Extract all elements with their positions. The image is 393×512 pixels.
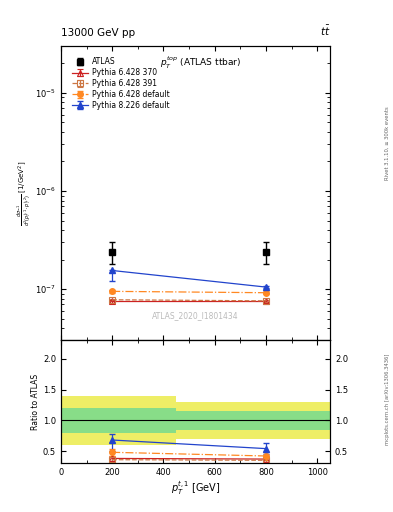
X-axis label: $p_T^{t,1}$ [GeV]: $p_T^{t,1}$ [GeV]	[171, 480, 220, 497]
Text: Rivet 3.1.10, ≥ 300k events: Rivet 3.1.10, ≥ 300k events	[385, 106, 389, 180]
Text: mcplots.cern.ch [arXiv:1306.3436]: mcplots.cern.ch [arXiv:1306.3436]	[385, 354, 389, 445]
Bar	[61, 408, 176, 433]
Bar	[176, 411, 343, 430]
Bar	[61, 396, 176, 445]
Text: 13000 GeV pp: 13000 GeV pp	[61, 28, 135, 38]
Y-axis label: Ratio to ATLAS: Ratio to ATLAS	[31, 374, 40, 430]
Bar	[176, 402, 343, 439]
Text: ATLAS_2020_I1801434: ATLAS_2020_I1801434	[152, 311, 239, 320]
Legend: ATLAS, Pythia 6.428 370, Pythia 6.428 391, Pythia 6.428 default, Pythia 8.226 de: ATLAS, Pythia 6.428 370, Pythia 6.428 39…	[70, 56, 172, 112]
Y-axis label: $\frac{d\sigma^{-1}}{d^2(p_T^{t,1}\cdot p_T^{t,2})}$ [1/GeV$^2$]: $\frac{d\sigma^{-1}}{d^2(p_T^{t,1}\cdot …	[16, 161, 34, 226]
Text: $p_T^{top}$ (ATLAS ttbar): $p_T^{top}$ (ATLAS ttbar)	[160, 55, 242, 71]
Text: $t\bar{t}$: $t\bar{t}$	[320, 24, 330, 38]
